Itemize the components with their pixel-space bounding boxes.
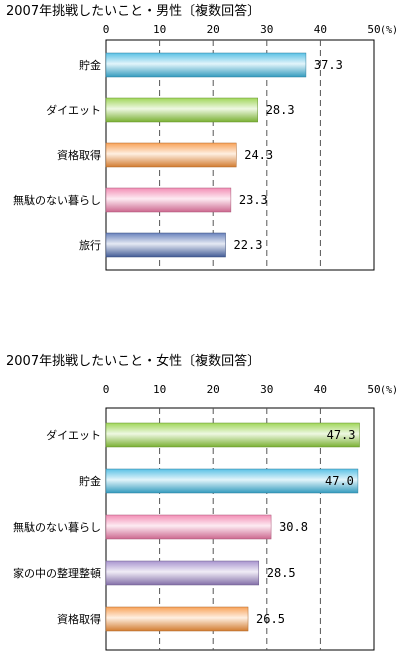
value-label: 28.3 xyxy=(266,103,295,117)
chart-male: 0 10 20 30 40 50 (%) 貯金 37.3 ダイエット 28.3 資格取得 24.3 無駄の… xyxy=(13,23,398,271)
value-label: 37.3 xyxy=(314,58,343,72)
bar-3 xyxy=(105,142,237,168)
category-label: 資格取得 xyxy=(57,148,101,162)
x-tick-label: 0 xyxy=(103,23,110,36)
category-label: 旅行 xyxy=(79,238,101,252)
bar-1 xyxy=(105,52,307,78)
chart-title-female: 2007年挑戦したいこと・女性〔複数回答〕 xyxy=(6,354,261,369)
value-label: 24.3 xyxy=(244,148,273,162)
category-label: ダイエット xyxy=(46,428,101,442)
chart-title-male: 2007年挑戦したいこと・男性〔複数回答〕 xyxy=(6,4,261,19)
x-tick-label: 50 xyxy=(367,383,380,396)
bar-2 xyxy=(105,97,258,123)
category-label: 貯金 xyxy=(79,58,101,72)
x-tick-label: 20 xyxy=(207,383,220,396)
value-label: 23.3 xyxy=(239,193,268,207)
x-tick-label: 40 xyxy=(314,23,327,36)
x-tick-label: 0 xyxy=(103,383,110,396)
x-tick-label: 30 xyxy=(260,23,273,36)
value-label: 26.5 xyxy=(256,612,285,626)
x-tick-label: 10 xyxy=(153,383,166,396)
category-label: 家の中の整理整頓 xyxy=(13,566,101,580)
category-label: 無駄のない暮らし xyxy=(13,520,101,534)
x-tick-label: 20 xyxy=(207,23,220,36)
bar-5 xyxy=(105,232,226,258)
category-label: 無駄のない暮らし xyxy=(13,193,101,207)
category-label: 資格取得 xyxy=(57,612,101,626)
category-label: ダイエット xyxy=(46,103,101,117)
chart-female: 0 10 20 30 40 50 (%) ダイエット 47.3 貯金 47.0 無駄のない暮らし 30.… xyxy=(13,383,398,651)
bar-4 xyxy=(105,187,232,213)
value-label: 30.8 xyxy=(279,520,308,534)
bar-4 xyxy=(105,560,260,586)
bar-2 xyxy=(105,468,359,494)
value-label: 28.5 xyxy=(267,566,296,580)
x-tick-label: 50 xyxy=(367,23,380,36)
category-label: 貯金 xyxy=(79,474,101,488)
value-label: 22.3 xyxy=(234,238,263,252)
value-label: 47.3 xyxy=(327,428,356,442)
unit-label: (%) xyxy=(380,25,398,36)
x-tick-label: 30 xyxy=(260,383,273,396)
value-label: 47.0 xyxy=(325,474,354,488)
x-tick-label: 40 xyxy=(314,383,327,396)
bar-3 xyxy=(105,514,272,540)
unit-label: (%) xyxy=(380,385,398,396)
bar-5 xyxy=(105,606,249,632)
bar-1 xyxy=(105,422,360,448)
x-tick-label: 10 xyxy=(153,23,166,36)
